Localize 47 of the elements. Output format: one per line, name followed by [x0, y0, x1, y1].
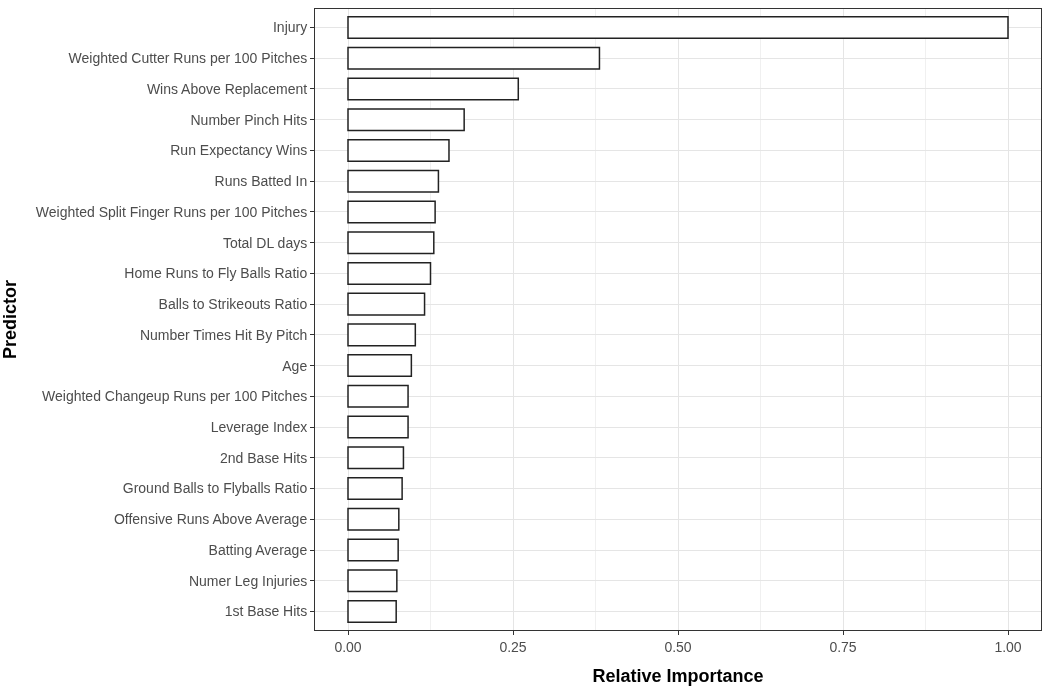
y-tick-label: Number Times Hit By Pitch [139, 326, 308, 343]
x-tick-label: 0.00 [334, 638, 362, 655]
bar [347, 231, 435, 255]
y-tick-label: Number Pinch Hits [190, 111, 308, 128]
y-tick-label: Offensive Runs Above Average [113, 511, 308, 528]
y-tick-label: Ground Balls to Flyballs Ratio [122, 480, 308, 497]
y-tick-label: Weighted Changeup Runs per 100 Pitches [42, 388, 308, 405]
y-axis-title: Predictor [0, 279, 20, 360]
x-tick-label: 1.00 [994, 638, 1022, 655]
y-tick-label: Injury [272, 19, 308, 36]
bar [347, 600, 397, 624]
bar [347, 261, 432, 285]
bar [347, 415, 409, 439]
bar [347, 538, 399, 562]
x-tick-label: 0.50 [664, 638, 692, 655]
y-tick-label: Total DL days [222, 234, 308, 251]
y-tick-label: Leverage Index [210, 419, 308, 435]
x-tick-label: 0.75 [829, 638, 857, 655]
bar [347, 46, 601, 70]
x-axis-title: Relative Importance [592, 665, 764, 686]
x-tick-label: 0.25 [499, 638, 527, 655]
y-tick-label: Wins Above Replacement [146, 80, 308, 97]
bar [347, 138, 450, 162]
bar [347, 169, 440, 193]
y-tick-label: 1st Base Hits [224, 603, 308, 620]
y-tick-label: Age [282, 357, 308, 374]
y-tick-label: Weighted Cutter Runs per 100 Pitches [68, 50, 308, 67]
y-tick-label: Home Runs to Fly Balls Ratio [124, 265, 308, 282]
bar [347, 292, 426, 316]
bar [347, 569, 398, 593]
bar [347, 446, 405, 470]
bar [347, 384, 409, 408]
y-tick-label: Batting Average [208, 541, 308, 558]
bar [347, 77, 520, 101]
bar [347, 477, 403, 501]
y-tick-label: 2nd Base Hits [220, 449, 308, 466]
bar [347, 200, 436, 224]
bar [347, 323, 417, 347]
y-tick-label: Run Expectancy Wins [170, 142, 308, 159]
y-tick-label: Weighted Split Finger Runs per 100 Pitches [35, 203, 308, 220]
bar [347, 15, 1009, 39]
y-tick-label: Numer Leg Injuries [188, 572, 308, 589]
bar [347, 354, 413, 378]
y-tick-label: Balls to Strikeouts Ratio [158, 296, 308, 313]
y-tick-label: Runs Batted In [214, 173, 308, 190]
bar [347, 108, 465, 132]
bar [347, 507, 400, 531]
